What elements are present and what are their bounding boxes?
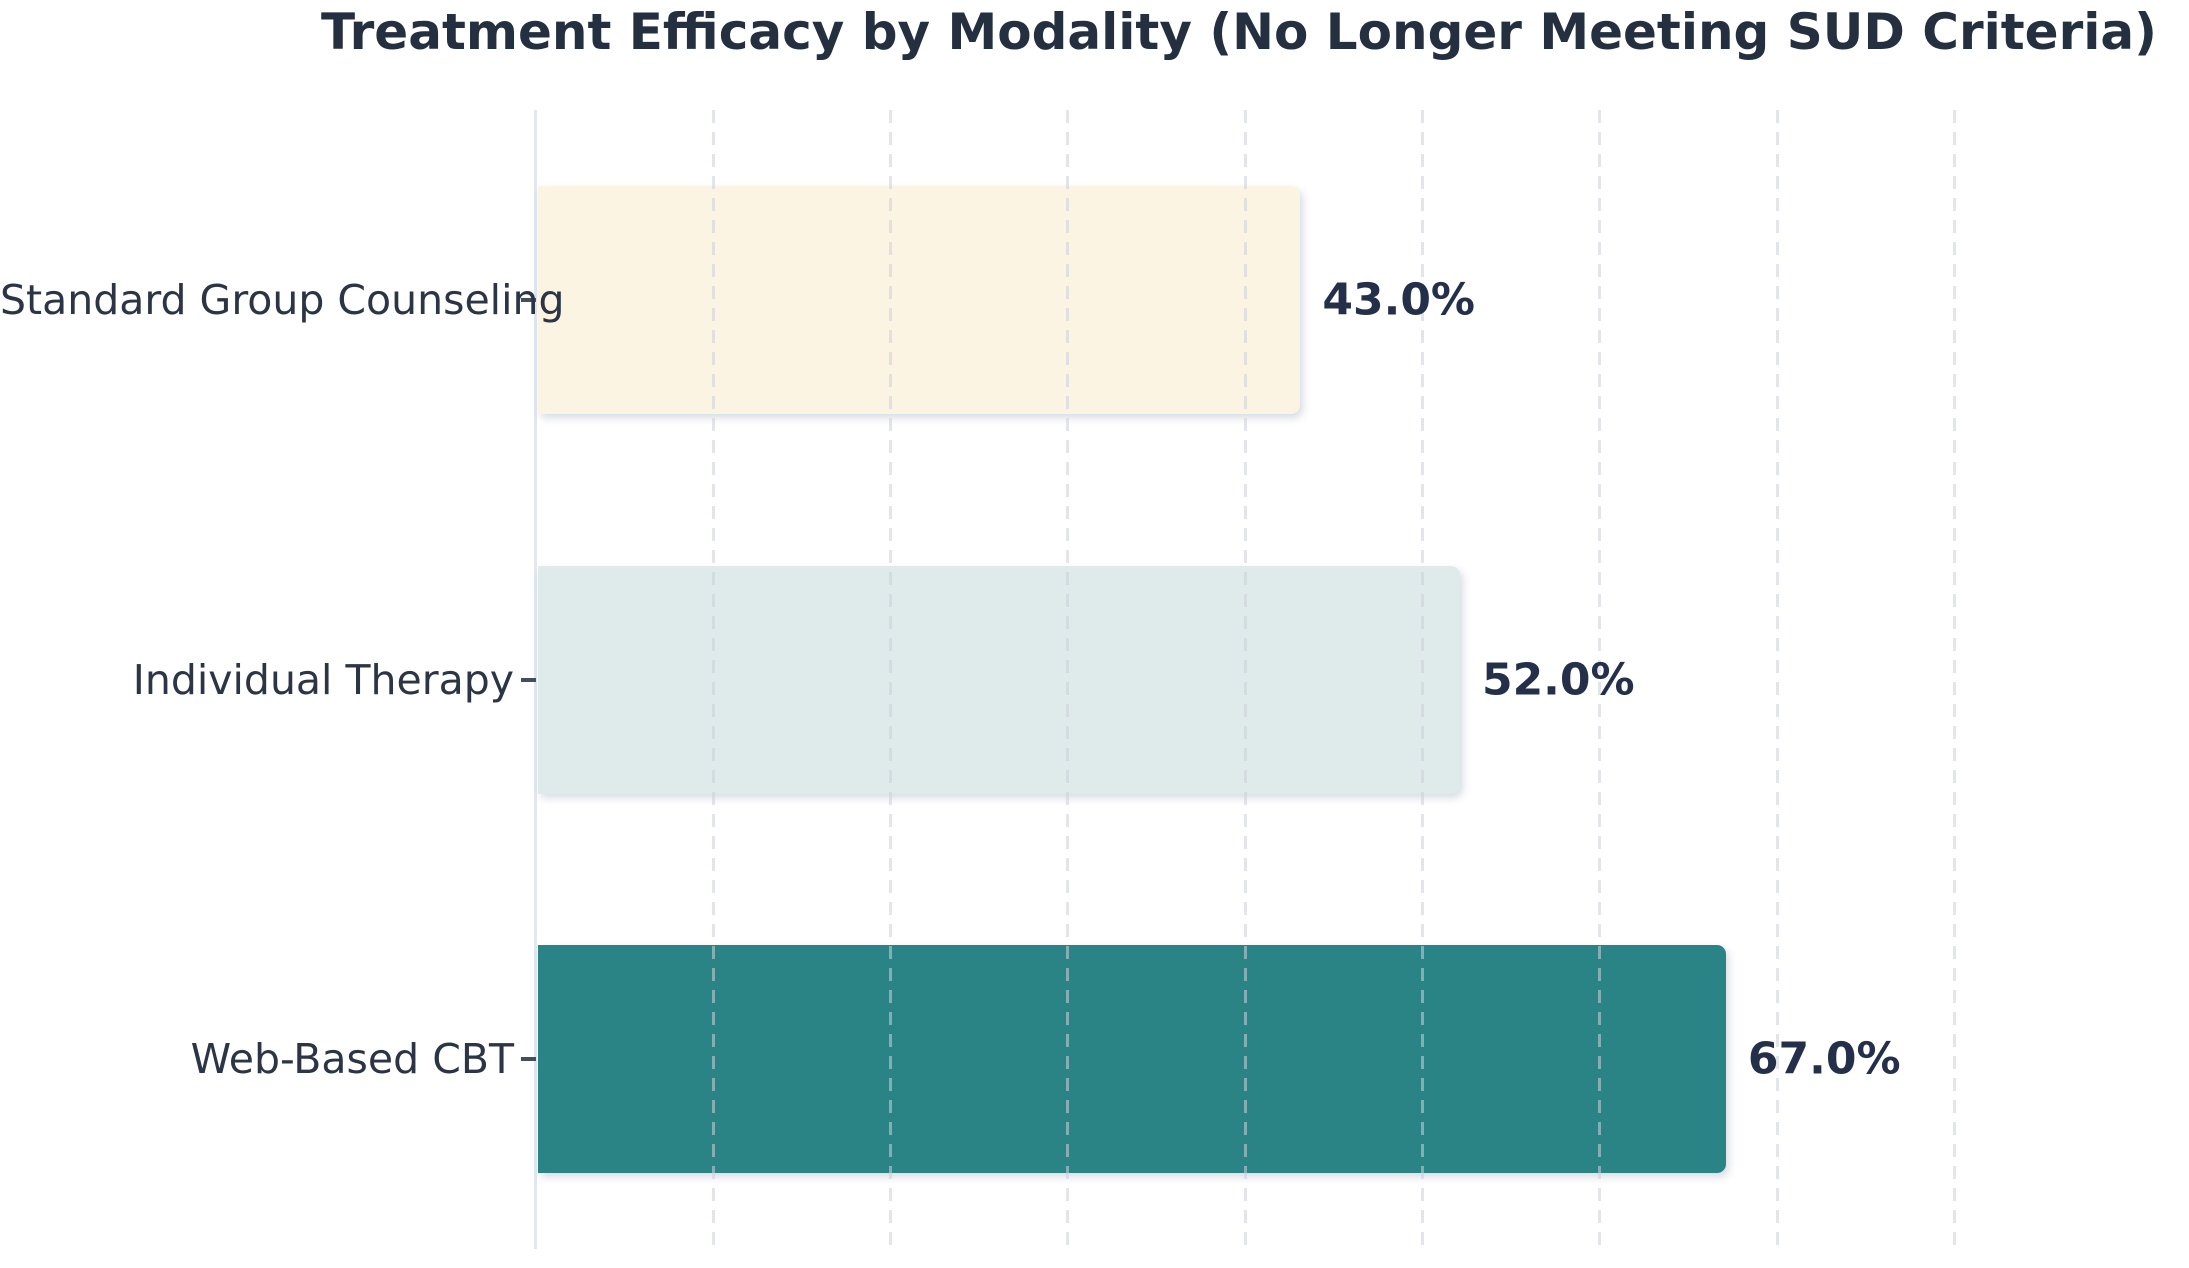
- y-tick-mark: [521, 298, 536, 302]
- bar-row-individual-therapy: Individual Therapy 52.0%: [0, 566, 2189, 794]
- y-tick-mark: [521, 678, 536, 682]
- value-label: 52.0%: [1481, 654, 1635, 706]
- bar-web-based-cbt: [538, 945, 1726, 1173]
- value-label: 67.0%: [1747, 1033, 1901, 1085]
- bar-standard-group-counseling: [538, 186, 1301, 414]
- category-label: Standard Group Counseling: [0, 276, 565, 324]
- gridline-80-pct: [1952, 110, 1956, 1249]
- bar-row-web-based-cbt: Web-Based CBT 67.0%: [0, 945, 2189, 1173]
- gridline-50-pct: [1421, 110, 1424, 1249]
- y-tick-mark: [521, 1057, 536, 1061]
- gridline-10-pct: [711, 110, 715, 1249]
- category-label: Web-Based CBT: [190, 1035, 514, 1083]
- bar-row-standard-group-counseling: Standard Group Counseling 43.0%: [0, 186, 2189, 414]
- category-label: Individual Therapy: [132, 656, 514, 704]
- chart-title: Treatment Efficacy by Modality (No Longe…: [321, 3, 2157, 61]
- gridline-60-pct: [1598, 110, 1602, 1249]
- gridline-30-pct: [1066, 110, 1070, 1249]
- bar-individual-therapy: [538, 566, 1460, 794]
- value-label: 43.0%: [1322, 274, 1476, 326]
- gridline-40-pct: [1243, 110, 1247, 1249]
- gridline-20-pct: [889, 110, 893, 1249]
- gridline-70-pct: [1775, 110, 1779, 1249]
